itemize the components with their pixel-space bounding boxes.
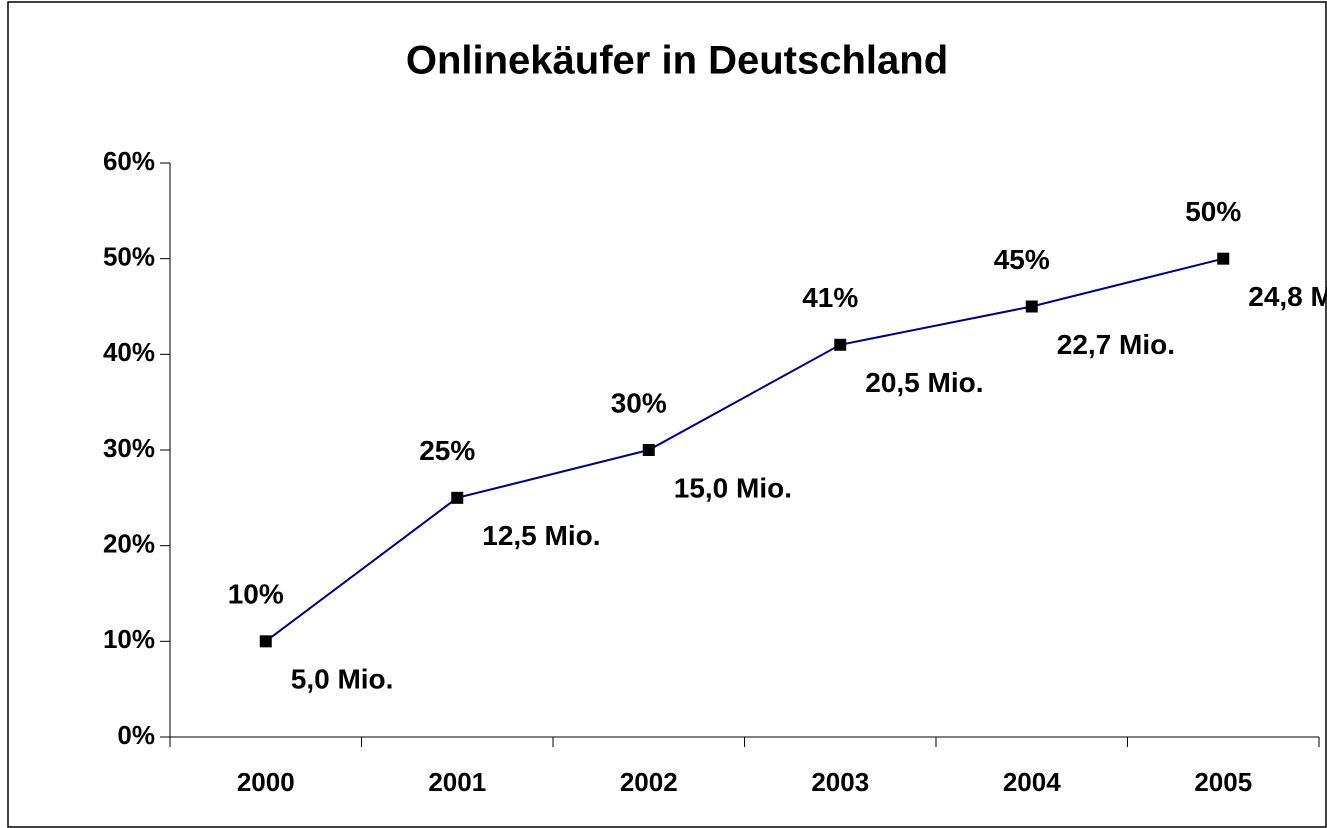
x-tick-label: 2002: [620, 767, 678, 797]
annotation: 22,7 Mio.: [1057, 329, 1175, 360]
annotation: 20,5 Mio.: [865, 367, 983, 398]
data-label: 45%: [994, 244, 1050, 275]
marker: [642, 444, 655, 456]
x-tick-label: 2003: [811, 767, 869, 797]
marker: [1025, 300, 1038, 313]
chart-frame: [7, 1, 1327, 828]
y-tick-label: 60%: [103, 146, 155, 176]
annotation: 15,0 Mio.: [674, 472, 792, 503]
line: [265, 257, 1224, 643]
annotation: 5,0 Mio.: [291, 664, 394, 695]
annotation: 12,5 Mio.: [482, 520, 600, 551]
y-tick-label: 10%: [103, 624, 155, 654]
data-label: 10%: [228, 579, 284, 610]
y-tick-label: 40%: [103, 337, 155, 367]
data-label: 41%: [802, 282, 858, 313]
data-label: 50%: [1185, 196, 1241, 227]
marker: [259, 635, 272, 648]
y-tick-label: 20%: [103, 529, 155, 559]
marker: [451, 491, 464, 504]
y-tick-label: 0%: [117, 720, 155, 750]
x-tick-label: 2001: [428, 767, 486, 797]
data-label: 25%: [419, 435, 475, 466]
y-tick-label: 30%: [103, 433, 155, 463]
chart-title: Onlinekäufer in Deutschland: [406, 39, 948, 83]
x-tick-label: 2005: [1194, 767, 1252, 797]
data-label: 30%: [611, 387, 667, 418]
marker: [1217, 252, 1230, 265]
marker: [834, 338, 847, 351]
annotation: 24,8 Mio.: [1248, 281, 1327, 312]
x-tick-label: 2000: [237, 767, 295, 797]
y-tick-label: 50%: [103, 242, 155, 272]
x-tick-label: 2004: [1003, 767, 1061, 797]
